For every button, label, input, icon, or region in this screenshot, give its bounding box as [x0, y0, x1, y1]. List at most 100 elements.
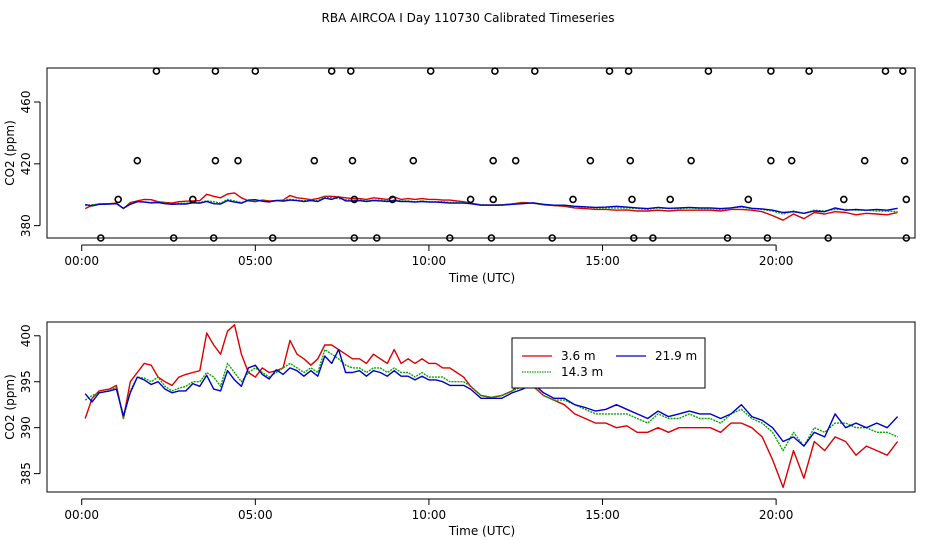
bottom-y-axis-label: CO2 (ppm) — [3, 374, 17, 440]
bottom-x-tick-label: 15:00 — [585, 508, 620, 522]
calibration-point — [169, 234, 178, 242]
top-x-tick-label: 10:00 — [412, 254, 447, 268]
calibration-point — [569, 195, 577, 204]
top-series-line-21-9m — [85, 196, 898, 215]
calibration-point — [586, 156, 595, 165]
calibration-point — [629, 234, 638, 242]
calibration-point — [350, 234, 359, 242]
calibration-point — [209, 234, 218, 242]
legend-box — [511, 337, 706, 389]
bottom-series-group — [84, 324, 899, 489]
legend-label-14-3m: 14.3 m — [561, 365, 603, 379]
calibration-point — [666, 195, 675, 204]
calibration-point — [350, 195, 359, 204]
calibration-point — [628, 195, 636, 204]
top-y-axis: 380 420 460 — [19, 91, 41, 237]
calibration-point — [445, 234, 454, 242]
bottom-plot-frame — [46, 321, 916, 493]
calibration-point — [902, 234, 911, 242]
calibration-point — [687, 156, 695, 165]
legend: 3.6 m 21.9 m 14.3 m — [511, 337, 706, 389]
top-x-tick-label: 00:00 — [64, 254, 99, 268]
bottom-y-axis: 385 390 395 400 — [19, 324, 41, 485]
calibration-point — [744, 195, 753, 204]
calibration-point — [489, 195, 498, 204]
bottom-y-tick-label: 390 — [19, 416, 33, 439]
calibration-point — [530, 67, 539, 75]
calibration-point — [649, 234, 657, 242]
top-panel: 00:00 05:00 10:00 15:00 20:00 380 420 460 Time… — [3, 67, 916, 285]
legend-label-3-6m: 3.6 m — [561, 349, 596, 363]
calibration-point — [310, 156, 319, 165]
calibration-point — [626, 156, 635, 165]
top-series-line-3-6m — [84, 192, 898, 221]
calibration-point — [900, 156, 909, 165]
calibration-point — [97, 234, 105, 242]
bottom-y-tick-label: 385 — [19, 462, 33, 485]
calibration-point — [624, 67, 633, 75]
top-x-tick-label: 15:00 — [585, 254, 620, 268]
calibration-point — [189, 195, 197, 204]
bottom-x-tick-label: 00:00 — [64, 508, 99, 522]
calibration-point — [723, 234, 732, 242]
calibration-point — [839, 195, 848, 204]
calibration-point — [346, 67, 355, 75]
calibration-point — [881, 67, 890, 75]
bottom-y-tick-label: 395 — [19, 370, 33, 393]
calibration-point — [548, 234, 557, 242]
calibration-point — [787, 156, 796, 165]
calibration-point — [487, 234, 496, 242]
calibration-point — [489, 156, 498, 165]
calibration-point — [860, 156, 869, 165]
calibration-point — [763, 234, 772, 242]
top-x-tick-label: 20:00 — [759, 254, 794, 268]
top-y-tick-label: 460 — [19, 91, 33, 114]
chart-title: RBA AIRCOA I Day 110730 Calibrated Times… — [322, 11, 615, 25]
bottom-panel: 00:00 05:00 10:00 15:00 20:00 385 390 395 400 T… — [3, 321, 916, 538]
top-x-axis: 00:00 05:00 10:00 15:00 20:00 — [64, 244, 794, 268]
calibration-point — [767, 67, 775, 75]
calibration-point — [511, 156, 520, 165]
top-plot-frame — [46, 67, 916, 239]
bottom-x-tick-label: 20:00 — [759, 508, 794, 522]
calibration-point — [898, 67, 907, 75]
bottom-series-line-14-3m — [84, 348, 898, 452]
top-x-axis-label: Time (UTC) — [448, 271, 515, 285]
calibration-point — [902, 195, 911, 204]
bottom-series-line-3-6m — [84, 324, 899, 489]
calibration-point — [372, 234, 381, 242]
calibration-point — [409, 156, 418, 165]
calibration-point — [211, 67, 220, 75]
calibration-point — [152, 67, 161, 75]
top-y-tick-label: 380 — [19, 214, 33, 237]
top-y-tick-label: 420 — [19, 152, 33, 175]
calibration-point — [234, 156, 242, 165]
calibration-point — [388, 195, 397, 204]
calibration-point — [327, 67, 336, 75]
calibration-point — [767, 156, 775, 165]
calibration-point — [426, 67, 435, 75]
calibration-point — [114, 195, 122, 204]
calibration-point — [605, 67, 614, 75]
calibration-point — [251, 67, 260, 75]
legend-label-21-9m: 21.9 m — [655, 349, 697, 363]
bottom-x-axis: 00:00 05:00 10:00 15:00 20:00 — [64, 498, 794, 522]
calibration-point — [211, 156, 220, 165]
calibration-point — [704, 67, 713, 75]
bottom-x-tick-label: 05:00 — [238, 508, 273, 522]
calibration-point — [491, 67, 499, 75]
top-calibration-points — [97, 67, 911, 242]
calibration-point — [268, 234, 277, 242]
bottom-x-axis-label: Time (UTC) — [448, 524, 515, 538]
bottom-series-line-21-9m — [84, 348, 899, 447]
calibration-point — [466, 195, 475, 204]
calibration-point — [133, 156, 142, 165]
top-x-tick-label: 05:00 — [238, 254, 273, 268]
bottom-x-tick-label: 10:00 — [412, 508, 447, 522]
calibration-point — [348, 156, 357, 165]
top-series-group — [84, 192, 898, 221]
bottom-y-tick-label: 400 — [19, 324, 33, 347]
calibration-point — [805, 67, 813, 75]
top-y-axis-label: CO2 (ppm) — [3, 120, 17, 186]
